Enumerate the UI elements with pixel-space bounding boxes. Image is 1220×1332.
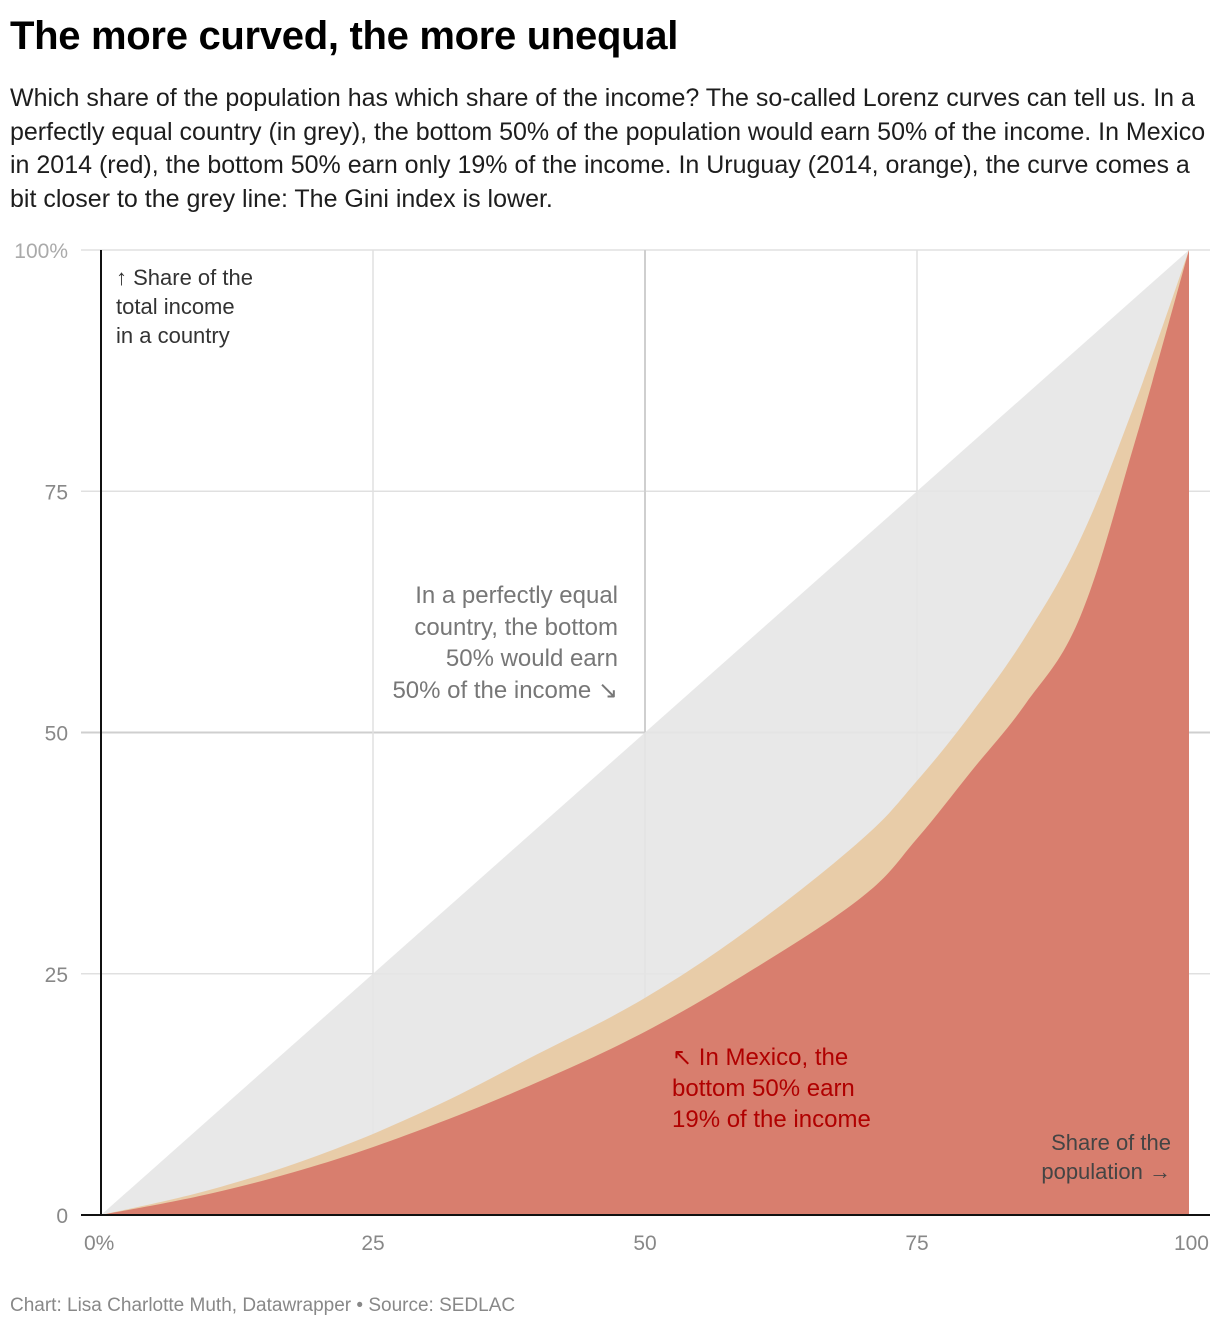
y-tick-label-0: 0: [56, 1205, 68, 1228]
equality-annotation: In a perfectly equal country, the bottom…: [392, 582, 618, 704]
x-tick-label-50: 50: [633, 1232, 656, 1255]
x-tick-label-100: 100: [1174, 1232, 1209, 1255]
y-axis-annotation: ↑ Share of the total income in a country: [116, 265, 253, 348]
lorenz-chart: 0 25 50 75 100% 0% 25 50 75 100: [14, 240, 1210, 1255]
mexico-annotation: ↖ In Mexico, the bottom 50% earn 19% of …: [672, 1044, 871, 1133]
y-tick-label-100: 100%: [14, 240, 68, 263]
mexico-area: [101, 250, 1189, 1215]
y-tick-label-25: 25: [45, 964, 68, 987]
y-tick-label-75: 75: [45, 481, 68, 504]
footer-separator: •: [351, 1295, 369, 1316]
y-tick-label-50: 50: [45, 723, 68, 746]
x-tick-label-0: 0%: [84, 1232, 114, 1255]
x-tick-label-75: 75: [905, 1232, 928, 1255]
footer-source: Source: SEDLAC: [368, 1295, 516, 1316]
footer-byline: Chart: Lisa Charlotte Muth, Datawrapper: [10, 1295, 352, 1316]
chart-title: The more curved, the more unequal: [10, 14, 679, 58]
x-tick-label-25: 25: [361, 1232, 384, 1255]
x-axis-annotation: Share of the population →: [1041, 1130, 1171, 1184]
chart-description: Which share of the population has which …: [10, 84, 1206, 213]
chart-footer: Chart: Lisa Charlotte Muth, Datawrapper …: [10, 1295, 515, 1317]
